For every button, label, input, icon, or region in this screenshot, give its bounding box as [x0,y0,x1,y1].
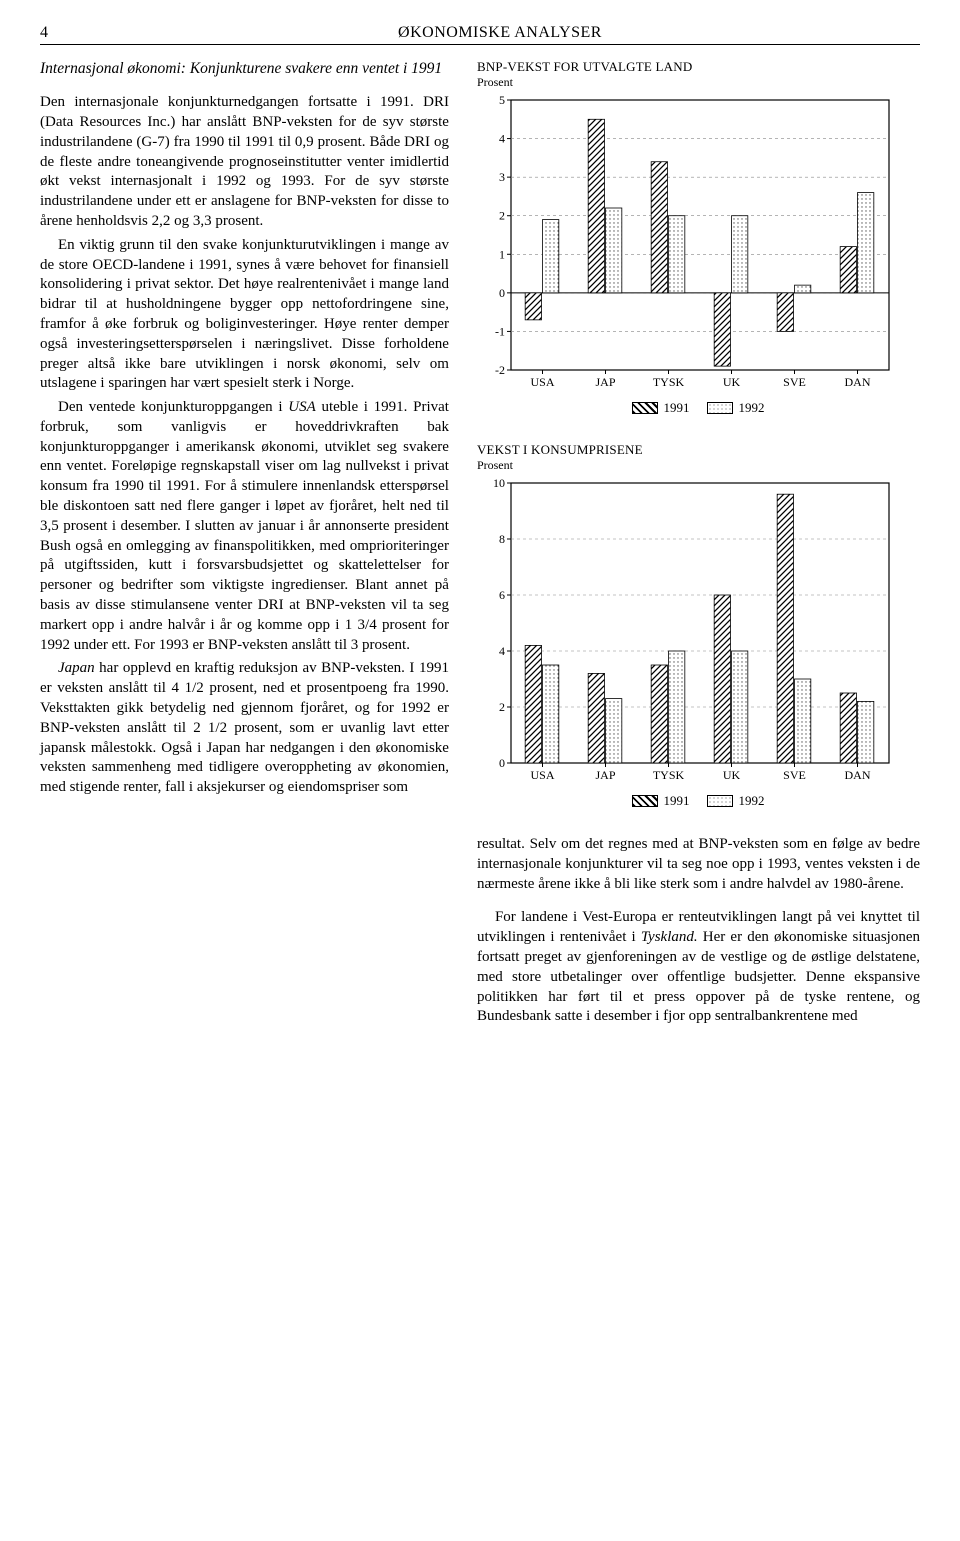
svg-text:SVE: SVE [783,768,806,782]
legend-item-1992: 1992 [707,793,764,809]
svg-text:4: 4 [499,644,505,658]
legend-swatch-dot-icon [707,402,733,414]
svg-text:1: 1 [499,247,505,261]
svg-text:2: 2 [499,700,505,714]
svg-text:5: 5 [499,94,505,107]
page-header: 4 ØKONOMISKE ANALYSER [40,24,920,45]
chart-frame: 0 2 4 6 8 10 USA JAP TYSK UK SVE DAN [477,477,920,787]
body-paragraph: En viktig grunn til den svake konjunktur… [40,236,449,394]
bar-chart-svg: 0 2 4 6 8 10 USA JAP TYSK UK SVE DAN [477,477,897,787]
legend-label: 1992 [738,400,764,416]
chart-legend: 1991 1992 [477,400,920,416]
svg-text:JAP: JAP [595,768,615,782]
legend-item-1991: 1991 [632,793,689,809]
two-column-layout: Internasjonal økonomi: Konjunkturene sva… [40,59,920,1027]
body-paragraph: Japan har opplevd en kraftig reduksjon a… [40,659,449,798]
legend-swatch-hatch-icon [632,402,658,414]
emphasis: Japan [58,660,95,676]
svg-text:3: 3 [499,170,505,184]
legend-label: 1991 [663,400,689,416]
svg-text:-2: -2 [495,363,505,377]
svg-text:2: 2 [499,209,505,223]
right-column: BNP-VEKST FOR UTVALGTE LAND Prosent -2 -1… [477,59,920,1027]
svg-text:4: 4 [499,132,505,146]
svg-text:TYSK: TYSK [653,375,685,389]
svg-text:JAP: JAP [595,375,615,389]
chart-bnp-vekst: BNP-VEKST FOR UTVALGTE LAND Prosent -2 -1… [477,59,920,416]
legend-swatch-hatch-icon [632,795,658,807]
emphasis: USA [288,399,316,415]
svg-text:TYSK: TYSK [653,768,685,782]
chart-subtitle: Prosent [477,458,920,473]
bar-chart-svg: -2 -1 0 1 2 3 4 5 USA JAP TYSK UK SVE DAN [477,94,897,394]
svg-text:DAN: DAN [844,375,870,389]
legend-swatch-dot-icon [707,795,733,807]
svg-text:0: 0 [499,286,505,300]
body-text: har opplevd en kraftig reduksjon av BNP-… [40,660,449,795]
svg-text:0: 0 [499,756,505,770]
svg-text:-1: -1 [495,324,505,338]
page-number: 4 [40,24,80,42]
section-subhead: Internasjonal økonomi: Konjunkturene sva… [40,59,449,79]
chart-legend: 1991 1992 [477,793,920,809]
svg-text:10: 10 [493,477,505,490]
chart-konsumpriser: VEKST I KONSUMPRISENE Prosent 0 2 4 6 8 10 USA… [477,442,920,809]
svg-text:8: 8 [499,532,505,546]
body-paragraph: resultat. Selv om det regnes med at BNP-… [477,835,920,894]
chart-title: VEKST I KONSUMPRISENE [477,442,920,458]
body-text: uteble i 1991. Privat forbruk, som vanli… [40,399,449,653]
legend-label: 1991 [663,793,689,809]
svg-text:USA: USA [530,375,554,389]
body-paragraph: For landene i Vest-Europa er renteutvikl… [477,908,920,1027]
legend-label: 1992 [738,793,764,809]
svg-text:UK: UK [723,768,741,782]
svg-text:USA: USA [530,768,554,782]
left-column: Internasjonal økonomi: Konjunkturene sva… [40,59,449,1027]
legend-item-1992: 1992 [707,400,764,416]
running-title: ØKONOMISKE ANALYSER [80,24,920,42]
body-text: Den ventede konjunkturoppgangen i [58,399,288,415]
chart-frame: -2 -1 0 1 2 3 4 5 USA JAP TYSK UK SVE DAN [477,94,920,394]
chart-subtitle: Prosent [477,75,920,90]
legend-item-1991: 1991 [632,400,689,416]
body-paragraph: Den internasjonale konjunkturnedgangen f… [40,93,449,232]
svg-text:SVE: SVE [783,375,806,389]
svg-text:6: 6 [499,588,505,602]
svg-text:DAN: DAN [844,768,870,782]
body-paragraph: Den ventede konjunkturoppgangen i USA ut… [40,398,449,655]
chart-title: BNP-VEKST FOR UTVALGTE LAND [477,59,920,75]
emphasis: Tyskland. [641,929,698,945]
svg-text:UK: UK [723,375,741,389]
